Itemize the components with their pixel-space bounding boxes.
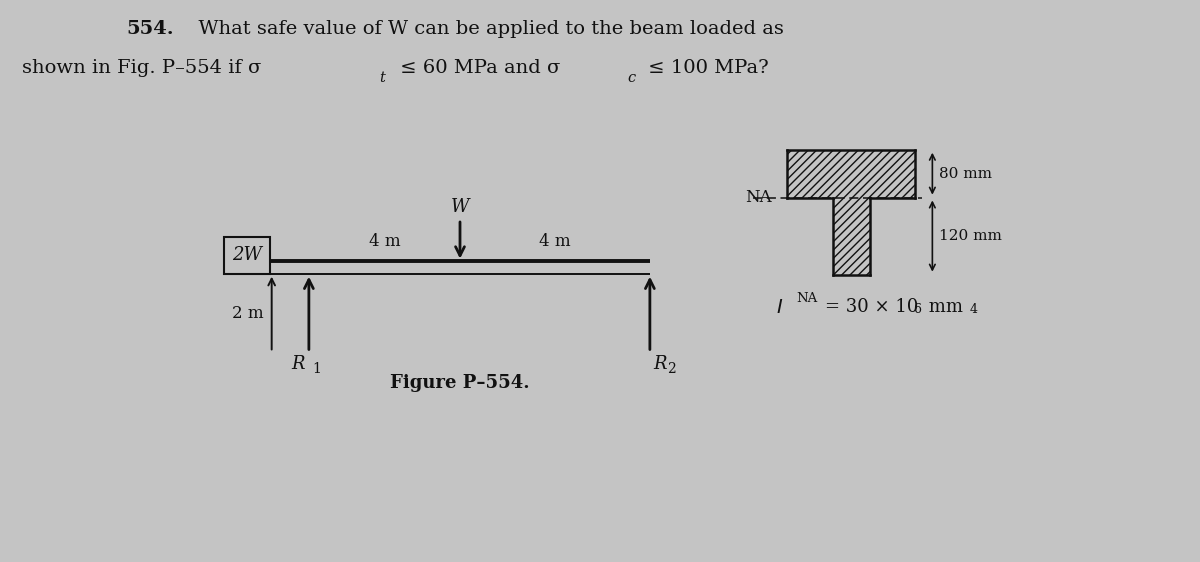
Text: What safe value of W can be applied to the beam loaded as: What safe value of W can be applied to t… [186, 20, 784, 38]
Text: R: R [654, 355, 667, 373]
Text: R: R [292, 355, 305, 373]
Text: 4: 4 [970, 303, 978, 316]
Text: NA: NA [797, 292, 818, 305]
Text: 2: 2 [667, 362, 676, 377]
Text: $\mathit{I}$: $\mathit{I}$ [776, 298, 784, 316]
Text: W: W [451, 198, 469, 216]
Text: 6: 6 [913, 303, 920, 316]
Bar [833, 198, 870, 275]
Text: NA: NA [745, 189, 772, 206]
Text: shown in Fig. P–554 if σ: shown in Fig. P–554 if σ [22, 59, 260, 77]
Text: 80 mm: 80 mm [938, 167, 991, 181]
Text: 4 m: 4 m [539, 233, 571, 250]
Text: mm: mm [923, 298, 964, 316]
Text: Figure P–554.: Figure P–554. [390, 374, 530, 392]
Text: 2 m: 2 m [233, 305, 264, 321]
Bar [787, 150, 916, 198]
Text: 4 m: 4 m [368, 233, 401, 250]
Text: c: c [628, 71, 636, 85]
Text: t: t [379, 71, 385, 85]
Text: = 30 × 10: = 30 × 10 [824, 298, 918, 316]
Text: 2W: 2W [232, 246, 262, 264]
Text: 1: 1 [312, 362, 320, 377]
Text: 120 mm: 120 mm [938, 229, 1002, 243]
Bar [223, 237, 270, 274]
Text: ≤ 100 MPa?: ≤ 100 MPa? [642, 59, 769, 77]
Text: 554.: 554. [126, 20, 174, 38]
Text: ≤ 60 MPa and σ: ≤ 60 MPa and σ [394, 59, 560, 77]
